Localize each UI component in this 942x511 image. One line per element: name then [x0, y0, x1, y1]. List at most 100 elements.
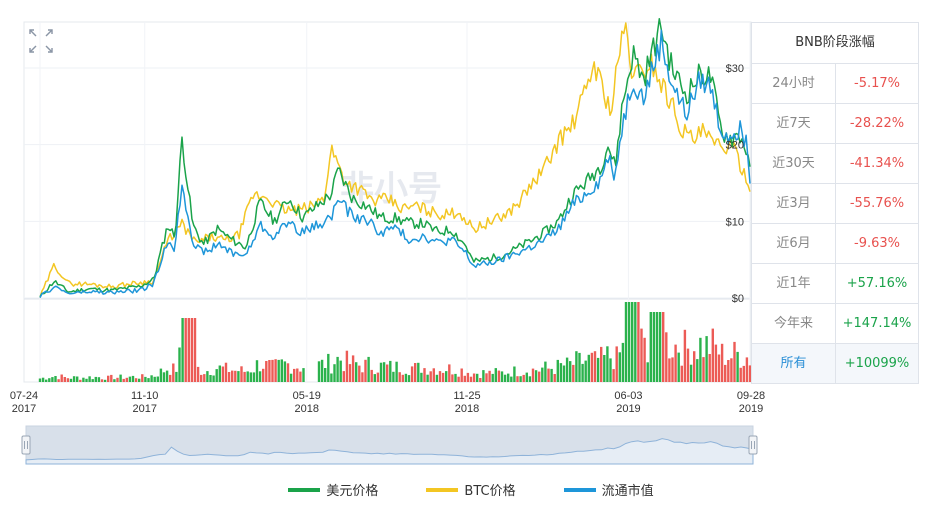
volume-bar — [451, 374, 454, 382]
x-axis-labels: 07-24201711-10201705-19201811-25201806-0… — [10, 390, 765, 415]
volume-bar — [618, 352, 621, 382]
volume-bars — [38, 302, 752, 382]
stage-row[interactable]: 所有 +10099% — [752, 344, 918, 384]
volume-bar — [494, 368, 497, 382]
volume-bar — [159, 368, 163, 382]
volume-bar — [677, 352, 680, 382]
volume-bar — [423, 368, 426, 382]
volume-bar — [693, 351, 696, 382]
range-navigator[interactable] — [21, 425, 758, 465]
volume-bar — [587, 354, 590, 382]
volume-bar — [271, 359, 274, 382]
legend-item-usd[interactable]: 美元价格 — [288, 480, 378, 499]
volume-bar — [370, 369, 373, 382]
volume-bar — [184, 318, 187, 382]
volume-bar — [503, 374, 507, 382]
volume-bar — [519, 376, 522, 382]
y-tick-label: $0 — [732, 293, 744, 305]
stage-row[interactable]: 近7天 -28.22% — [752, 104, 918, 144]
volume-bar — [85, 378, 88, 382]
volume-bar — [169, 374, 172, 382]
volume-bar — [401, 374, 404, 382]
legend-label-usd: 美元价格 — [326, 484, 379, 499]
volume-bar — [733, 341, 736, 382]
volume-bar — [538, 371, 541, 382]
volume-bar — [113, 379, 116, 382]
volume-bar — [48, 378, 51, 382]
volume-bar — [196, 366, 200, 382]
expand-arrow-head — [48, 29, 53, 34]
stage-value: -9.63% — [854, 236, 900, 251]
volume-bar — [596, 357, 600, 382]
y-axis-labels: $30 $20 $10 $0 — [726, 63, 744, 305]
volume-bar — [227, 372, 231, 382]
volume-bar — [382, 362, 386, 382]
volume-bar — [193, 318, 197, 382]
volume-bar — [150, 375, 153, 382]
volume-bar — [317, 361, 321, 382]
volume-bar — [615, 346, 618, 382]
navigator-handle-icon[interactable] — [748, 435, 758, 455]
volume-bar — [389, 360, 392, 382]
volume-bar — [720, 343, 724, 382]
volume-bar — [665, 332, 668, 382]
volume-bar — [463, 375, 466, 382]
navigator-handle-body — [748, 435, 758, 455]
stage-row[interactable]: 近1年 +57.16% — [752, 264, 918, 304]
volume-bar — [76, 376, 79, 382]
expand-arrow-head — [29, 48, 34, 53]
volume-bar — [559, 363, 563, 382]
volume-bar — [708, 354, 711, 382]
volume-bar — [562, 365, 566, 382]
volume-bar — [231, 370, 234, 382]
expand-arrows-icon[interactable] — [29, 29, 53, 53]
volume-bar — [593, 351, 597, 382]
volume-bar — [717, 354, 721, 382]
volume-bar — [125, 377, 128, 382]
volume-bar — [386, 364, 389, 382]
volume-bar — [162, 372, 166, 382]
volume-bar — [333, 364, 336, 382]
volume-bar — [355, 362, 358, 382]
series-line-mcap — [39, 29, 751, 298]
volume-bar — [671, 357, 674, 382]
volume-bar — [156, 376, 159, 382]
stage-row[interactable]: 近3月 -55.76% — [752, 184, 918, 224]
stage-row[interactable]: 近30天 -41.34% — [752, 144, 918, 184]
volume-bar — [689, 364, 693, 382]
volume-bar — [479, 378, 482, 382]
x-tick-label: 06-03 — [614, 390, 642, 402]
stage-row[interactable]: 24小时 -5.17% — [752, 64, 918, 104]
volume-bar — [172, 363, 175, 382]
legend-item-btc[interactable]: BTC价格 — [426, 480, 516, 499]
volume-bar — [662, 312, 665, 382]
stage-value: -55.76% — [849, 196, 905, 211]
navigator-handle-icon[interactable] — [21, 435, 31, 455]
legend-item-mcap[interactable]: 流通市值 — [563, 480, 654, 499]
volume-bar — [258, 371, 262, 382]
volume-bar — [569, 361, 572, 382]
volume-bar — [581, 363, 584, 382]
volume-bar — [565, 357, 569, 382]
legend-swatch-btc — [426, 487, 459, 492]
stage-value: +57.16% — [846, 276, 908, 291]
volume-bar — [293, 368, 296, 382]
volume-bar — [649, 312, 652, 382]
volume-bar — [299, 371, 302, 382]
series-line-usd — [39, 17, 751, 298]
stage-label: 近30天 — [752, 144, 836, 183]
volume-bar — [200, 374, 203, 382]
volume-bar — [100, 379, 104, 382]
volume-bar — [336, 356, 339, 382]
volume-bar — [714, 344, 718, 382]
volume-bar — [79, 379, 82, 382]
volume-bar — [103, 379, 107, 382]
stage-row[interactable]: 今年来 +147.14% — [752, 304, 918, 344]
expand-arrow-head — [48, 48, 53, 53]
volume-bar — [190, 318, 194, 382]
volume-bar — [420, 372, 423, 382]
stage-row[interactable]: 近6月 -9.63% — [752, 224, 918, 264]
volume-bar — [457, 376, 460, 382]
volume-bar — [522, 374, 525, 382]
